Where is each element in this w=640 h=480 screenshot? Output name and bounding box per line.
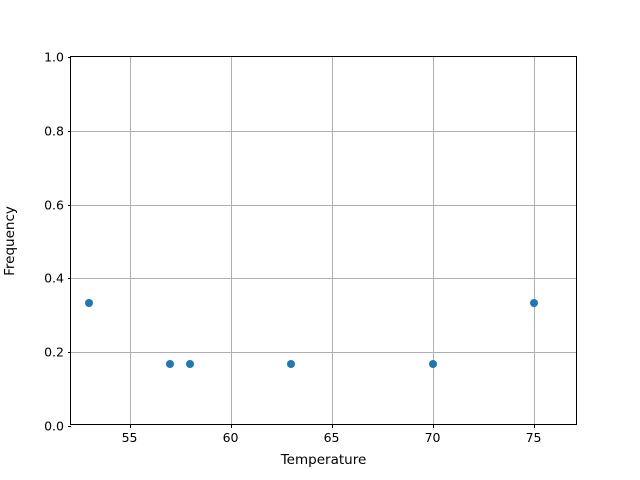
x-tick-mark [533, 424, 535, 428]
x-tick-mark [129, 424, 131, 428]
scatter-point [287, 360, 296, 369]
y-tick-label: 0.8 [44, 123, 64, 139]
y-gridline [71, 278, 576, 280]
scatter-point [186, 360, 195, 369]
y-tick-mark [67, 204, 71, 206]
y-tick-label: 0.0 [44, 418, 64, 434]
x-tick-label: 75 [525, 430, 542, 445]
x-gridline [129, 57, 131, 424]
scatter-point [165, 360, 174, 369]
x-tick-mark [230, 424, 232, 428]
y-gridline [71, 204, 576, 206]
y-gridline [71, 130, 576, 132]
x-tick-label: 60 [222, 430, 239, 445]
y-tick-label: 1.0 [44, 49, 64, 65]
x-gridline [230, 57, 232, 424]
x-gridline [432, 57, 434, 424]
y-tick-mark [67, 57, 71, 58]
y-axis-label-text: Frequency [2, 205, 18, 276]
x-gridline [533, 57, 535, 424]
scatter-point [85, 299, 94, 308]
y-gridline [71, 352, 576, 354]
y-tick-mark [67, 352, 71, 354]
x-axis-label: Temperature [280, 452, 367, 468]
x-gridline [331, 57, 333, 424]
x-tick-label: 55 [121, 430, 138, 445]
x-tick-mark [432, 424, 434, 428]
plot-axes-area: 55 60 65 70 75 0.0 0.2 0.4 0.6 0.8 1.0 [44, 50, 577, 445]
x-tick-mark [331, 424, 333, 428]
y-axis-label: Frequency [0, 56, 20, 425]
y-tick-label: 0.4 [44, 270, 64, 286]
x-tick-label: 70 [424, 430, 441, 445]
y-tick-mark [67, 278, 71, 280]
y-tick-label: 0.2 [44, 344, 64, 360]
y-tick-mark [67, 130, 71, 132]
scatter-point [428, 360, 437, 369]
y-tick-mark [67, 426, 71, 427]
y-tick-label: 0.6 [44, 197, 64, 213]
x-tick-label: 65 [323, 430, 340, 445]
scatter-point [529, 299, 538, 308]
